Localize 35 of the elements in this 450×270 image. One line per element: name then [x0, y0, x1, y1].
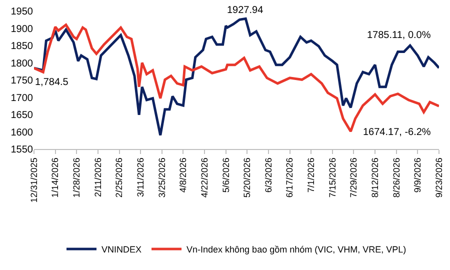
x-tick-label: 7/15/2026 [327, 158, 338, 198]
y-tick-label: 1700 [10, 92, 34, 104]
x-tick-label: 6/3/2026 [263, 158, 274, 193]
x-tick-label: 3/11/2026 [136, 158, 146, 197]
annotation: 1785.11, 0.0% [367, 30, 431, 41]
y-tick-label: 1600 [10, 127, 34, 138]
annotation: 1,784.5 [35, 77, 69, 88]
x-tick-label: 2/11/2026 [92, 158, 103, 197]
x-tick-label: 1/14/2026 [50, 158, 60, 198]
legend-label: VNINDEX [102, 244, 142, 255]
x-tick-label: 7/1/2026 [306, 158, 316, 193]
x-tick-label: 4/22/2026 [199, 158, 210, 198]
y-tick-label: 1550 [10, 144, 34, 156]
annotation: 1927.94 [227, 5, 264, 16]
x-tick-label: 7/29/2026 [348, 158, 359, 198]
y-tick-label: 1650 [10, 110, 34, 121]
x-tick-label: 2/25/2026 [114, 158, 124, 198]
x-tick-label: 8/12/2026 [370, 158, 380, 198]
x-tick-label: 9/9/2026 [412, 158, 423, 193]
annotation: 1674.17, -6.2% [363, 127, 431, 138]
y-tick-label: 1850 [10, 41, 34, 52]
x-tick-label: 9/23/2026 [434, 158, 444, 198]
x-tick-label: 4/8/2026 [178, 158, 188, 193]
y-tick-label: 1800 [10, 58, 34, 70]
x-tick-label: 3/25/2026 [156, 158, 167, 198]
x-tick-label: 5/6/2026 [220, 158, 231, 193]
y-tick-label: 1950 [10, 6, 34, 18]
y-tick-label: 1900 [10, 24, 34, 35]
x-tick-label: 8/26/2026 [391, 158, 402, 198]
x-tick-label: 12/31/2025 [28, 158, 39, 203]
x-tick-label: 6/17/2026 [284, 158, 295, 198]
legend-label: Vn-Index không bao gồm nhóm (VIC, VHM, VRE, VPL) [186, 244, 406, 255]
x-tick-label: 5/20/2026 [242, 158, 252, 198]
x-tick-label: 1/28/2026 [72, 158, 82, 198]
y-tick-label: 1750 [10, 76, 34, 86]
